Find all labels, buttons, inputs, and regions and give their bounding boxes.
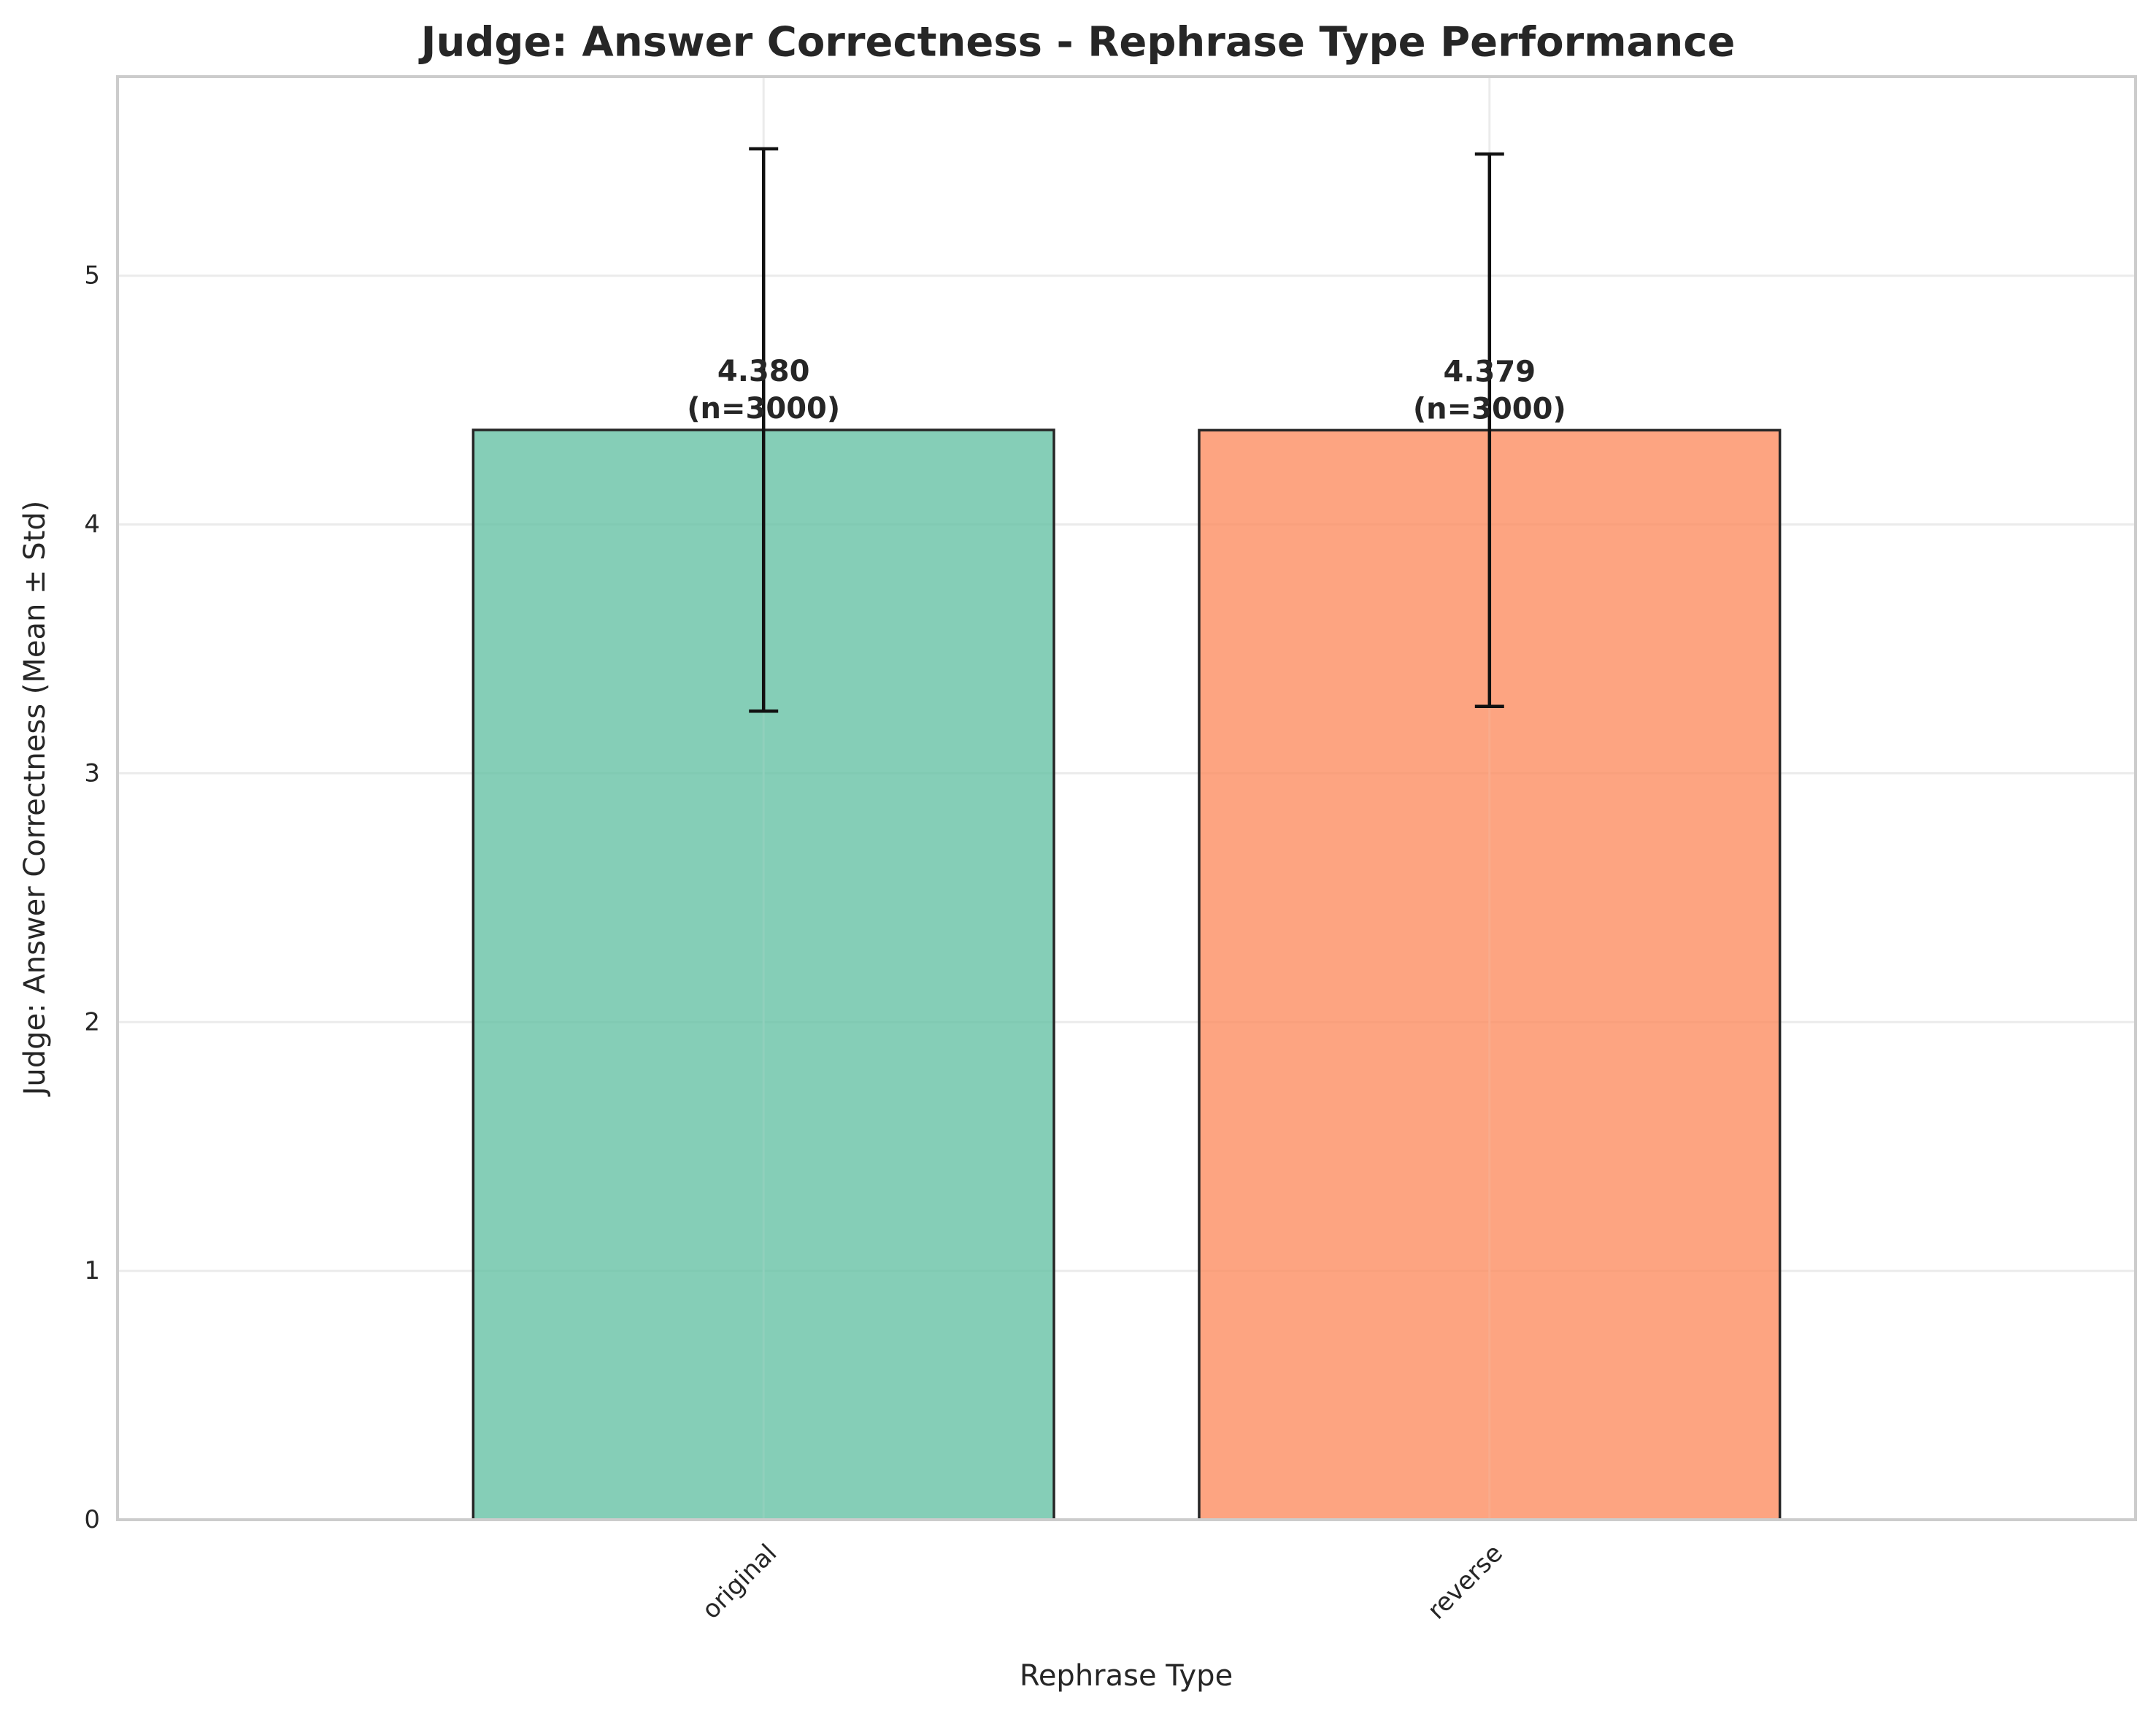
y-tick-label: 2 <box>84 1007 100 1037</box>
y-axis-label: Judge: Answer Correctness (Mean ± Std) <box>18 501 52 1098</box>
error-bar-original <box>749 147 779 713</box>
data-labels: 4.380 (n=3000) 4.379 (n=3000) <box>687 355 1566 426</box>
n-label-original: (n=3000) <box>687 392 840 426</box>
y-tick-label: 1 <box>84 1256 100 1285</box>
n-label-reverse: (n=3000) <box>1413 392 1566 426</box>
plot-frame <box>116 75 2137 1521</box>
bar-overlays <box>749 147 1504 1520</box>
x-axis-label: Rephrase Type <box>1020 1659 1233 1693</box>
y-tick-label: 3 <box>84 758 100 788</box>
y-tick-label: 5 <box>84 261 100 291</box>
chart-title: Judge: Answer Correctness - Rephrase Typ… <box>418 19 1736 66</box>
y-tick-label: 4 <box>84 510 100 539</box>
y-axis-ticks: 0 1 2 3 4 5 <box>84 261 100 1534</box>
error-bar-reverse <box>1474 152 1504 708</box>
y-tick-label: 0 <box>84 1505 100 1534</box>
value-label-reverse: 4.379 <box>1444 355 1536 388</box>
value-label-original: 4.380 <box>717 355 810 388</box>
